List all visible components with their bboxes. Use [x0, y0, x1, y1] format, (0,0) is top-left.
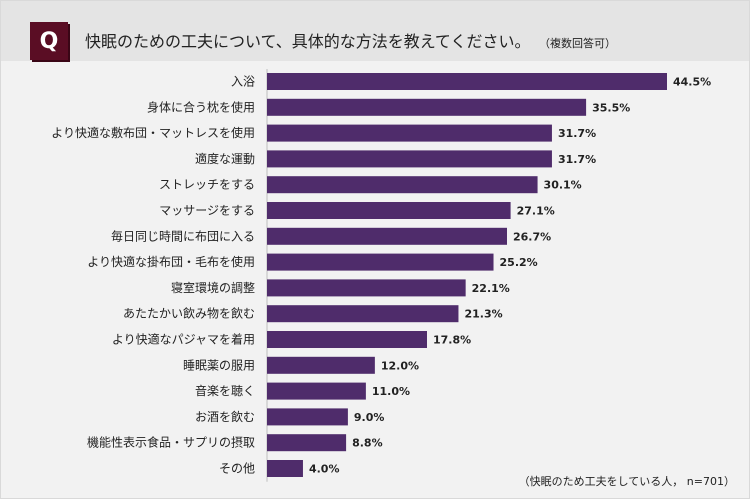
- bar: [267, 150, 552, 168]
- value-label: 27.1%: [517, 205, 555, 218]
- bar: [267, 305, 459, 323]
- value-label: 9.0%: [354, 411, 385, 424]
- category-label: 身体に合う枕を使用: [147, 99, 255, 114]
- bar: [267, 434, 347, 452]
- category-label: より快適なパジャマを着用: [112, 332, 255, 347]
- category-label: 適度な運動: [195, 151, 255, 166]
- category-label: ストレッチをする: [159, 178, 255, 192]
- category-label: お酒を飲む: [195, 409, 255, 424]
- bar: [267, 124, 552, 142]
- value-label: 11.0%: [372, 385, 410, 398]
- value-label: 8.8%: [352, 437, 383, 450]
- bar: [267, 73, 667, 90]
- value-label: 26.7%: [513, 230, 551, 243]
- value-label: 4.0%: [309, 463, 340, 476]
- value-label: 22.1%: [472, 282, 510, 295]
- bar: [267, 202, 511, 219]
- value-label: 25.2%: [500, 256, 538, 269]
- question-header: [1, 1, 749, 61]
- bar: [267, 331, 427, 348]
- bar: [267, 408, 348, 426]
- bar: [267, 356, 375, 374]
- bar: [267, 382, 366, 400]
- category-label: その他: [219, 462, 255, 476]
- bar: [267, 176, 538, 194]
- category-label: より快適な敷布団・マットレスを使用: [51, 125, 255, 140]
- bar: [267, 227, 507, 245]
- question-text: 快眠のための工夫について、具体的な方法を教えてください。 （複数回答可）: [85, 28, 616, 52]
- category-label: マッサージをする: [159, 204, 255, 218]
- question-title: 快眠のための工夫について、具体的な方法を教えてください。: [85, 32, 531, 51]
- value-label: 31.7%: [558, 127, 596, 140]
- category-label: 毎日同じ時間に布団に入る: [111, 228, 255, 243]
- category-label: 寝室環境の調整: [171, 280, 255, 295]
- sample-footnote: （快眠のため工夫をしている人， n=701）: [518, 475, 735, 488]
- value-label: 31.7%: [558, 153, 596, 166]
- value-label: 21.3%: [464, 308, 502, 321]
- value-label: 44.5%: [673, 76, 711, 89]
- category-label: 睡眠薬の服用: [183, 358, 255, 372]
- category-label: 音楽を聴く: [195, 383, 255, 398]
- bar: [267, 460, 303, 477]
- value-label: 17.8%: [433, 334, 471, 347]
- category-label: あたたかい飲み物を飲む: [123, 306, 255, 321]
- multiple-answer-note: （複数回答可）: [544, 37, 616, 50]
- value-label: 30.1%: [544, 179, 582, 192]
- question-badge: Q: [30, 22, 68, 60]
- value-label: 35.5%: [592, 101, 630, 114]
- bar: [267, 98, 587, 116]
- value-label: 12.0%: [381, 359, 419, 372]
- category-label: より快適な掛布団・毛布を使用: [87, 254, 255, 269]
- bar: [267, 279, 466, 297]
- category-label: 機能性表示食品・サプリの摂取: [87, 435, 255, 450]
- category-label: 入浴: [231, 75, 255, 89]
- bar: [267, 253, 494, 271]
